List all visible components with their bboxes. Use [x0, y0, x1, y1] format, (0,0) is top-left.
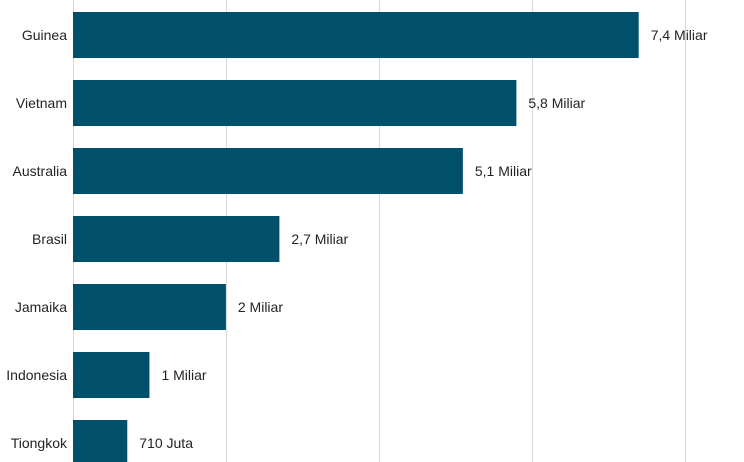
category-tick-label: Australia [13, 163, 68, 179]
bar [73, 352, 150, 398]
bar-data-label: 2 Miliar [238, 299, 283, 315]
category-tick-label: Guinea [22, 27, 67, 43]
bar [73, 80, 517, 126]
category-tick-label: Jamaika [15, 299, 67, 315]
bar [73, 284, 226, 330]
bar-data-label: 2,7 Miliar [291, 231, 348, 247]
labels: Guinea 7,4 Miliar Vietnam 5,8 Miliar Austral… [6, 27, 708, 451]
bar [73, 216, 280, 262]
bar [73, 12, 639, 58]
bar-data-label: 1 Miliar [161, 367, 206, 383]
category-tick-label: Brasil [32, 231, 67, 247]
category-tick-label: Indonesia [6, 367, 67, 383]
bars [73, 12, 639, 462]
bar [73, 420, 128, 462]
bar-data-label: 710 Juta [139, 435, 193, 451]
bar-data-label: 5,8 Miliar [528, 95, 585, 111]
bar [73, 148, 463, 194]
category-tick-label: Tiongkok [11, 435, 68, 451]
bar-data-label: 7,4 Miliar [651, 27, 708, 43]
bar-data-label: 5,1 Miliar [475, 163, 532, 179]
category-tick-label: Vietnam [16, 95, 67, 111]
